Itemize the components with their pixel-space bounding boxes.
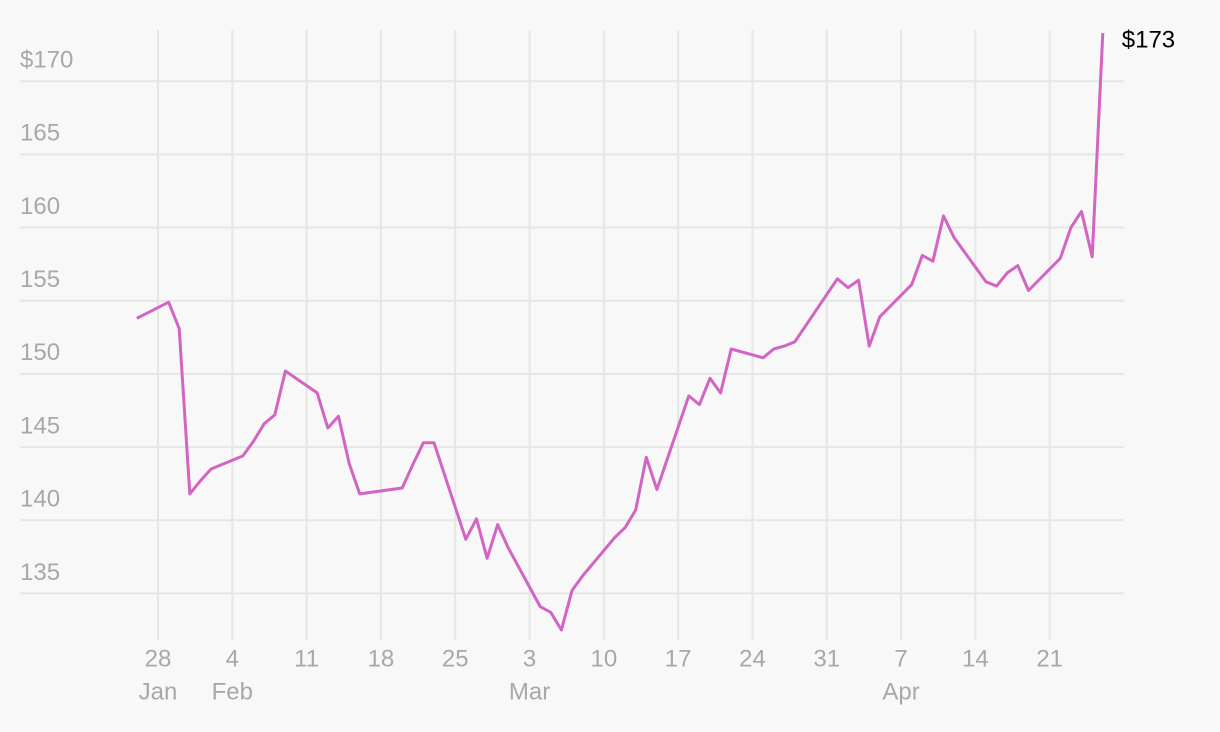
x-month-label: Jan (139, 678, 178, 705)
x-tick-label: 11 (294, 645, 319, 672)
x-tick-label: 18 (368, 645, 395, 672)
x-tick-label: 17 (665, 645, 692, 672)
x-tick-label: 24 (739, 645, 766, 672)
x-tick-label: 10 (590, 645, 617, 672)
x-tick-label: 21 (1036, 645, 1063, 672)
y-tick-label: $170 (20, 47, 73, 74)
value-label: $173 (1122, 26, 1175, 53)
x-tick-label: 28 (145, 645, 172, 672)
y-tick-label: 165 (20, 120, 60, 147)
x-tick-label: 4 (226, 645, 239, 672)
y-tick-label: 155 (20, 266, 60, 293)
x-month-label: Apr (882, 678, 919, 705)
x-month-label: Mar (509, 678, 550, 705)
x-tick-label: 14 (962, 645, 989, 672)
y-tick-label: 160 (20, 193, 60, 220)
x-tick-label: 7 (894, 645, 907, 672)
x-tick-label: 25 (442, 645, 469, 672)
y-tick-label: 140 (20, 486, 60, 513)
x-tick-label: 3 (523, 645, 536, 672)
y-tick-label: 150 (20, 339, 60, 366)
y-tick-label: 145 (20, 412, 60, 439)
x-tick-label: 31 (813, 645, 840, 672)
x-month-label: Feb (212, 678, 253, 705)
y-tick-label: 135 (20, 559, 60, 586)
price-line (136, 32, 1105, 632)
